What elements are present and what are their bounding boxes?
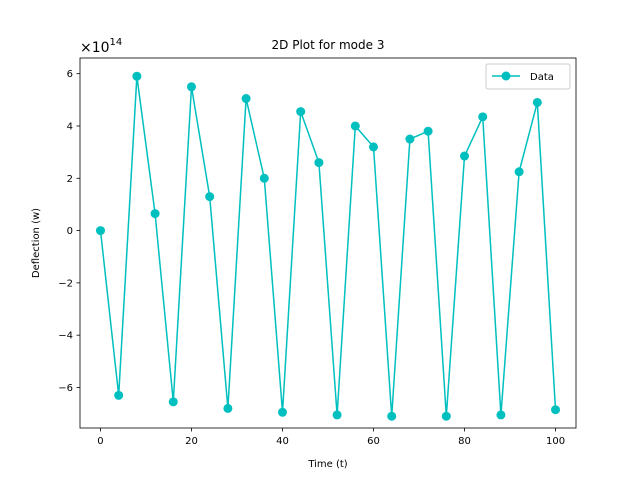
svg-text:×1014: ×1014 bbox=[80, 37, 122, 56]
data-point bbox=[496, 410, 506, 420]
y-tick-label-4: 2 bbox=[67, 174, 73, 185]
y-offset-label: ×1014 bbox=[80, 37, 122, 56]
series-layer bbox=[95, 71, 561, 421]
data-point bbox=[514, 167, 524, 177]
data-point bbox=[350, 121, 360, 131]
data-point bbox=[532, 97, 542, 107]
data-point bbox=[95, 226, 105, 236]
data-point bbox=[460, 151, 470, 161]
data-point bbox=[205, 192, 215, 202]
series-line-0 bbox=[99, 75, 557, 417]
x-tick-label-3: 60 bbox=[367, 436, 380, 447]
data-point bbox=[168, 397, 178, 407]
y-tick-label-0: −6 bbox=[58, 383, 73, 394]
y-tick-label-5: 4 bbox=[67, 121, 73, 132]
data-point bbox=[241, 94, 251, 104]
y-tick-label-1: −4 bbox=[58, 331, 73, 342]
x-tick-label-0: 0 bbox=[97, 436, 103, 447]
legend-box bbox=[485, 63, 571, 90]
y-axis-label: Deflection (w) bbox=[31, 208, 42, 278]
data-point bbox=[369, 142, 379, 152]
data-point bbox=[441, 411, 451, 421]
data-point bbox=[223, 403, 233, 413]
data-point bbox=[132, 71, 142, 81]
plot-frame bbox=[79, 57, 577, 429]
x-axis-label: Time (t) bbox=[307, 459, 347, 470]
x-axis: 0 20 40 60 80 100 bbox=[97, 428, 565, 447]
data-point bbox=[551, 405, 561, 415]
data-point bbox=[423, 126, 433, 136]
data-point bbox=[332, 410, 342, 420]
legend-marker bbox=[501, 71, 511, 81]
data-point bbox=[186, 82, 196, 92]
legend-entry-data: Data bbox=[530, 72, 554, 83]
data-point bbox=[314, 158, 324, 168]
y-offset-exponent: 14 bbox=[110, 37, 123, 48]
y-axis: −6 −4 −2 0 2 4 6 bbox=[58, 69, 80, 394]
y-offset-base: ×10 bbox=[80, 40, 110, 56]
data-point bbox=[296, 107, 306, 117]
chart-title: 2D Plot for mode 3 bbox=[272, 38, 385, 52]
data-point bbox=[387, 411, 397, 421]
legend: Data bbox=[485, 63, 571, 90]
data-point bbox=[150, 209, 160, 219]
x-tick-label-1: 20 bbox=[185, 436, 198, 447]
y-tick-label-2: −2 bbox=[58, 278, 73, 289]
x-tick-label-4: 80 bbox=[458, 436, 471, 447]
x-tick-label-5: 100 bbox=[546, 436, 565, 447]
data-point bbox=[259, 173, 269, 183]
x-tick-label-2: 40 bbox=[276, 436, 289, 447]
data-point bbox=[114, 390, 124, 400]
y-tick-label-6: 6 bbox=[67, 69, 73, 80]
data-point bbox=[405, 134, 415, 144]
data-point bbox=[277, 407, 287, 417]
data-point bbox=[478, 112, 488, 122]
y-tick-label-3: 0 bbox=[67, 226, 73, 237]
